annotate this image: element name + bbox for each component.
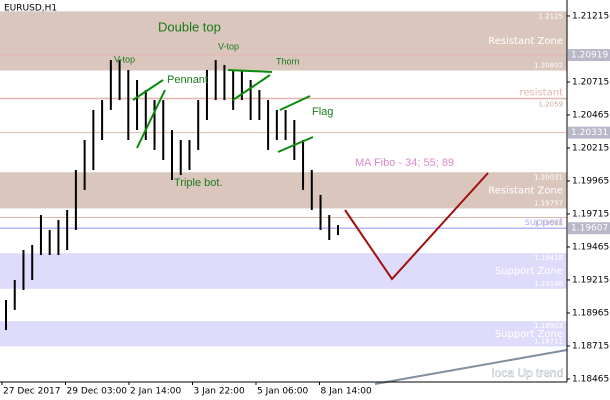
trend-line xyxy=(374,349,568,385)
forecast-path xyxy=(344,172,489,281)
price-box-label: 1.20919 xyxy=(571,51,608,61)
level-value-label: 1.19688 xyxy=(534,220,563,228)
annotation: Double top xyxy=(158,19,221,34)
zone-bottom-label: 1.19148 xyxy=(534,280,563,288)
thorn-line xyxy=(227,69,273,73)
price-box xyxy=(568,222,610,235)
zone-top-label: 1.2125 xyxy=(539,12,564,20)
zone xyxy=(0,321,567,347)
y-tick-label: 1.19965 xyxy=(572,176,609,186)
level-value-label: 1.2059 xyxy=(539,100,564,108)
price-box xyxy=(568,49,610,62)
zone-top-label: 1.20031 xyxy=(534,173,563,181)
zone-bottom-label: 1.18711 xyxy=(534,337,563,345)
zone xyxy=(0,253,567,289)
annotation: V-top xyxy=(218,41,239,51)
x-tick-label: 29 Dec 03:00 xyxy=(67,387,128,397)
zone xyxy=(0,11,567,71)
annotation: Flag xyxy=(312,106,333,118)
zone-label: Resistant Zone xyxy=(488,36,563,47)
zone-bottom-label: 1.19757 xyxy=(534,199,563,207)
pennant-line xyxy=(136,89,166,149)
price-box-label: 1.20331 xyxy=(571,128,608,138)
zone-label: Resistant Zone xyxy=(488,185,563,196)
zone-label: Support Zone xyxy=(495,266,563,277)
y-tick-label: 1.18465 xyxy=(572,374,609,384)
level-label: support xyxy=(525,217,563,228)
annotation: Pennant xyxy=(167,74,208,86)
x-tick-label: 2 Jan 14:00 xyxy=(130,387,182,397)
y-tick-label: 1.19215 xyxy=(572,275,609,285)
drawings xyxy=(132,69,568,385)
price-box-label: 1.19607 xyxy=(571,224,608,234)
y-tick-label: 1.20465 xyxy=(572,110,609,120)
zone-bottom-label: 1.20802 xyxy=(534,61,563,69)
flag-line xyxy=(277,136,314,153)
flag-line xyxy=(279,95,311,111)
zone-top-label: 1.18903 xyxy=(534,322,563,330)
x-tick-label: 5 Jan 06:00 xyxy=(257,387,309,397)
y-tick-label: 1.18715 xyxy=(572,341,609,351)
y-tick-label: 1.20715 xyxy=(572,77,609,87)
annotation: Triple bot. xyxy=(174,177,223,189)
y-tick-label: 1.18965 xyxy=(572,308,609,318)
pennant-line xyxy=(132,79,164,101)
price-box xyxy=(568,126,610,139)
level-label: resistant xyxy=(519,87,563,98)
chart-title: EURUSD,H1 xyxy=(4,4,57,14)
y-tick-label: 1.21215 xyxy=(572,11,609,21)
y-tick-label: 1.19465 xyxy=(572,242,609,252)
annotation: loca Up trend xyxy=(492,366,563,380)
x-tick-label: 3 Jan 22:00 xyxy=(194,387,246,397)
x-tick-label: 27 Dec 2017 xyxy=(3,387,61,397)
y-tick-label: 1.19715 xyxy=(572,209,609,219)
annotation: MA Fibo - 34; 55; 89 xyxy=(355,157,454,169)
annotation: Thorn xyxy=(276,56,300,66)
y-tick-label: 1.20215 xyxy=(572,143,609,153)
thorn-line xyxy=(232,74,271,101)
annotation: V-top xyxy=(114,54,135,64)
bars xyxy=(5,60,339,330)
zone-top-label: 1.19418 xyxy=(534,254,563,262)
x-tick-label: 8 Jan 14:00 xyxy=(321,387,373,397)
zones: Resistant Zone 1.2125 1.20802 Resistant Zon… xyxy=(0,11,567,347)
zone-label: Support Zone xyxy=(495,329,563,340)
